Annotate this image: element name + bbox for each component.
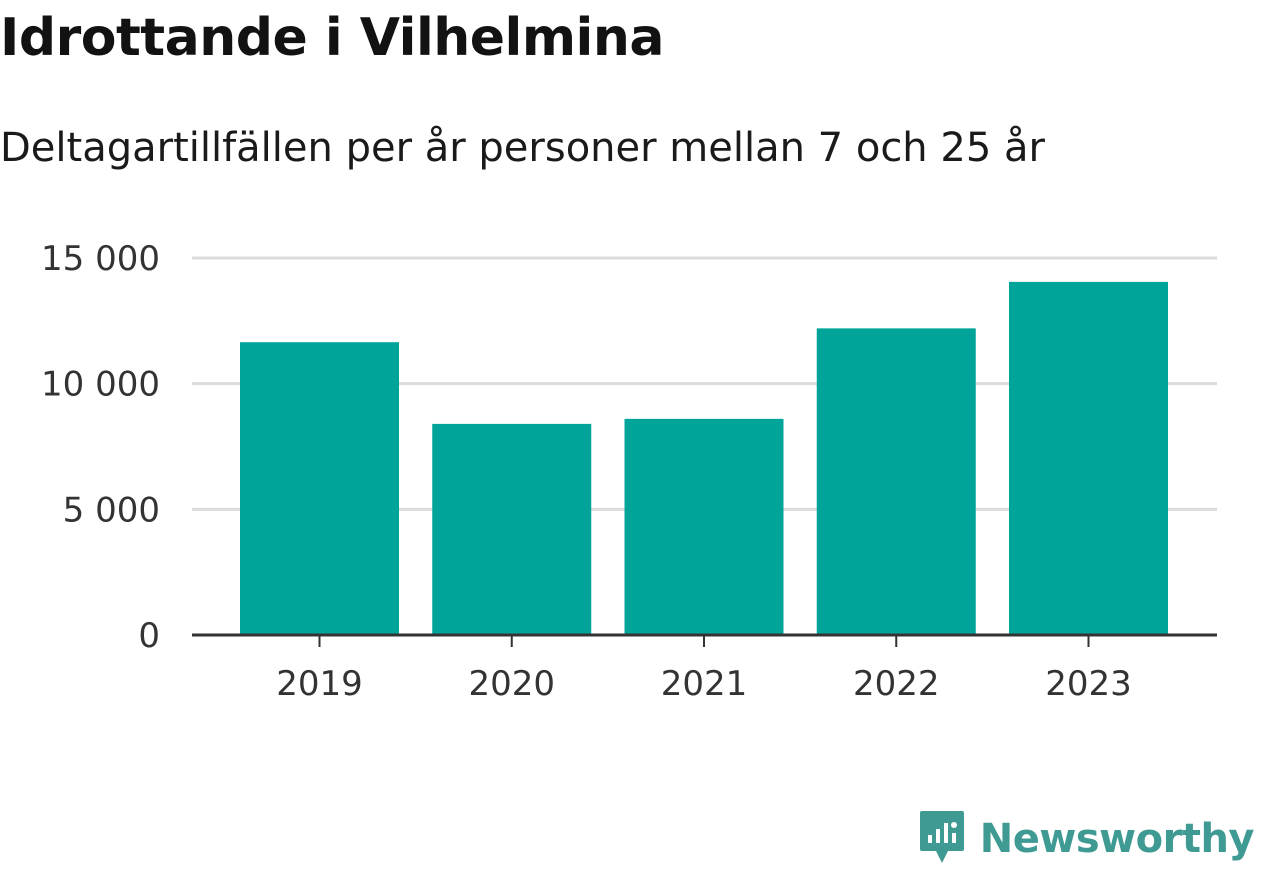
- x-tick-label: 2021: [661, 664, 748, 704]
- chart-subtitle: Deltagartillfällen per år personer mella…: [0, 125, 1045, 171]
- newsworthy-logo: Newsworthy: [918, 809, 1255, 869]
- bars: [240, 281, 1168, 635]
- y-tick-label: 0: [138, 616, 160, 656]
- bar-2020: [432, 423, 592, 635]
- bar-2019: [240, 342, 399, 635]
- x-axis: [192, 633, 1217, 647]
- newsworthy-chart-bubble-icon: [918, 809, 966, 869]
- x-tick-label: 2022: [853, 664, 940, 704]
- x-tick-label: 2019: [276, 664, 363, 704]
- x-tick-label: 2023: [1045, 664, 1132, 704]
- chart-title: Idrottande i Vilhelmina: [0, 8, 665, 68]
- bar-2021: [624, 418, 784, 635]
- x-tick-label: 2020: [468, 664, 555, 704]
- bar-2022: [816, 328, 976, 635]
- tick-labels: 0 5 000 10 000 15 000 2019 2020 2021 2022 2023: [41, 239, 1132, 704]
- y-tick-label: 15 000: [41, 239, 160, 279]
- y-tick-label: 10 000: [41, 365, 160, 405]
- y-tick-label: 5 000: [63, 490, 160, 530]
- bar-2023: [1009, 281, 1168, 635]
- newsworthy-logo-text: Newsworthy: [979, 816, 1255, 862]
